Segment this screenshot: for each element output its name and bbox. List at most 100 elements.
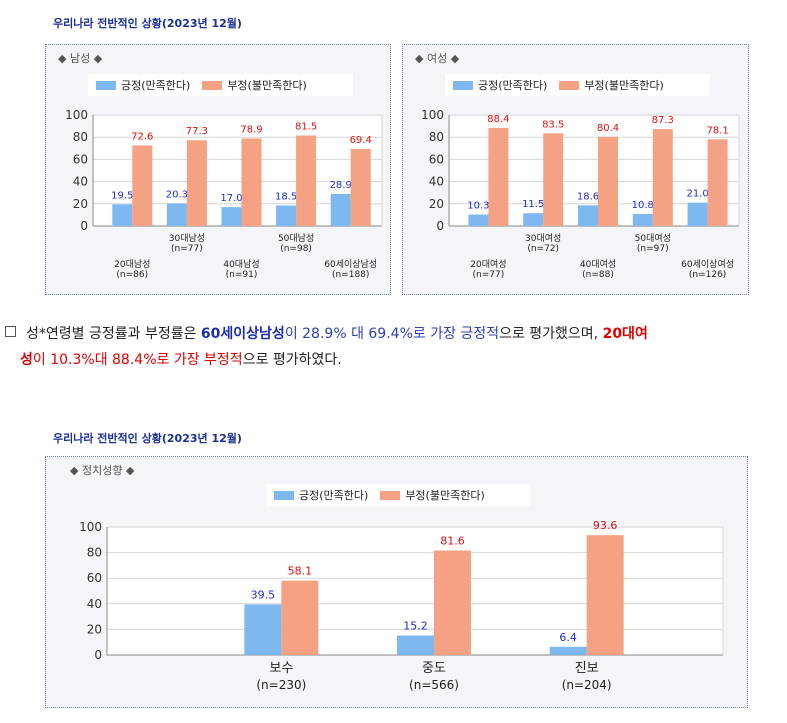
y-tick-label: 80 — [73, 130, 88, 144]
legend-positive-swatch — [274, 490, 294, 500]
x-sample-size-label: (n=126) — [689, 270, 726, 280]
x-sample-size-label: (n=72) — [527, 244, 559, 254]
y-tick-label: 40 — [87, 597, 102, 611]
data-label-negative: 83.5 — [542, 119, 564, 130]
bar-positive — [112, 204, 133, 226]
data-label-positive: 15.2 — [403, 620, 428, 633]
bar-negative — [281, 580, 319, 655]
x-category-label: 중도 — [422, 661, 446, 676]
bar-negative — [241, 138, 262, 226]
data-label-positive: 18.6 — [577, 191, 599, 202]
data-label-positive: 28.9 — [330, 180, 352, 191]
legend-negative-swatch — [202, 80, 223, 90]
data-label-positive: 19.5 — [111, 190, 133, 201]
bar-negative — [350, 148, 371, 226]
x-category-label: 60세이상남성 — [324, 259, 377, 270]
bar-positive — [397, 635, 434, 655]
data-label-positive: 10.8 — [632, 200, 654, 211]
legend-negative: 부정(불만족한다) — [380, 487, 485, 503]
bar-positive — [549, 646, 587, 655]
para-positive-word: 긍정적 — [460, 326, 500, 342]
x-category-label: 50대남성 — [278, 233, 314, 244]
female-chart: 0 20 40 60 80 100 10.3 88.4 20대여성(n=77) 11.5 83.5 3… — [421, 108, 740, 280]
x-sample-size-label: (n=566) — [409, 678, 459, 692]
bar-positive — [468, 214, 489, 226]
legend-positive-swatch — [96, 80, 116, 90]
y-tick-label: 60 — [73, 152, 88, 166]
legend-positive-label: 긍정(만족한다) — [478, 79, 548, 92]
y-tick-label: 20 — [87, 622, 102, 636]
political-chart-panel: ◆ 정치성향 ◆ 긍정(만족한다) 부정(불만족한다) 0 20 40 60 80 100… — [45, 456, 748, 708]
data-label-negative: 69.4 — [350, 135, 372, 146]
political-legend: 긍정(만족한다) 부정(불만족한다) — [266, 484, 530, 506]
legend-positive: 긍정(만족한다) — [453, 77, 547, 93]
x-category-label: 20대남성 — [114, 259, 150, 270]
bar-negative — [132, 145, 153, 226]
legend-positive-swatch — [453, 80, 473, 90]
male-chart-panel: ◆ 남성 ◆ 긍정(만족한다) 부정(불만족한다) 0 20 40 60 80 100 19… — [45, 44, 391, 295]
x-sample-size-label: (n=77) — [473, 270, 505, 280]
x-category-label: 60세이상여성 — [681, 258, 734, 270]
data-label-negative: 77.3 — [186, 126, 208, 137]
legend-negative: 부정(불만족한다) — [202, 77, 307, 93]
data-label-positive: 10.3 — [467, 201, 489, 212]
x-category-label: 30대남성 — [169, 233, 205, 244]
data-label-negative: 80.4 — [597, 123, 619, 134]
para-tail: 으로 평가하였다. — [242, 352, 342, 368]
x-category-label: 40대남성 — [223, 259, 259, 270]
x-sample-size-label: (n=88) — [582, 270, 614, 280]
y-tick-label: 40 — [73, 175, 88, 189]
para-highlight-20s-female-a: 20대여 — [602, 326, 648, 342]
data-label-positive: 17.0 — [220, 193, 242, 204]
summary-paragraph: 성*연령별 긍정률과 부정률은 60세이상남성이 28.9% 대 69.4%로 … — [5, 321, 765, 373]
data-label-negative: 58.1 — [288, 565, 313, 578]
data-label-negative: 81.6 — [440, 535, 465, 548]
x-category-label: 진보 — [575, 661, 599, 676]
bar-negative — [296, 135, 317, 226]
data-label-negative: 78.1 — [706, 125, 728, 136]
female-panel-label: ◆ 여성 ◆ — [415, 52, 460, 65]
legend-positive: 긍정(만족한다) — [96, 77, 190, 93]
y-tick-label: 0 — [80, 219, 88, 233]
y-tick-label: 100 — [79, 520, 102, 534]
section1-title: 우리나라 전반적인 상황(2023년 12월) — [53, 17, 242, 30]
legend-negative-label: 부정(불만족한다) — [227, 79, 307, 92]
x-sample-size-label: (n=188) — [332, 270, 369, 280]
data-label-positive: 39.5 — [251, 588, 275, 601]
bar-negative — [586, 535, 624, 655]
political-panel-label: ◆ 정치성향 ◆ — [70, 464, 135, 477]
female-chart-panel: ◆ 여성 ◆ 긍정(만족한다) 부정(불만족한다) 0 20 40 60 80 100 10… — [402, 44, 749, 295]
bar-positive — [632, 214, 653, 226]
legend-negative-label: 부정(불만족한다) — [405, 489, 485, 502]
bar-positive — [523, 213, 544, 226]
bar-positive — [244, 604, 282, 655]
legend-negative-swatch — [380, 490, 401, 500]
x-sample-size-label: (n=97) — [637, 244, 669, 254]
data-label-positive: 11.5 — [522, 199, 544, 210]
x-sample-size-label: (n=204) — [562, 678, 612, 692]
para-highlight-60plus-male: 60세이상남성 — [200, 326, 285, 342]
bar-positive — [276, 205, 297, 226]
x-category-label: 50대여성 — [635, 232, 671, 244]
data-label-negative: 78.9 — [240, 124, 262, 135]
para-highlight-20s-female-b: 성 — [20, 352, 33, 368]
para-mid3: 이 10.3%대 88.4%로 가장 — [32, 352, 205, 368]
bullet-square-icon — [5, 326, 16, 337]
bar-negative — [488, 127, 509, 226]
data-label-negative: 87.3 — [652, 115, 674, 126]
legend-negative: 부정(불만족한다) — [559, 77, 664, 93]
data-label-negative: 72.6 — [131, 131, 153, 142]
x-sample-size-label: (n=230) — [256, 678, 306, 692]
bar-negative — [543, 133, 564, 226]
legend-negative-label: 부정(불만족한다) — [584, 79, 664, 92]
para-lead: 성*연령별 긍정률과 부정률은 — [26, 326, 201, 342]
y-tick-label: 20 — [429, 197, 444, 211]
bar-positive — [221, 207, 242, 226]
y-tick-label: 60 — [429, 152, 444, 166]
y-tick-label: 60 — [87, 571, 102, 585]
y-tick-label: 80 — [429, 130, 444, 144]
legend-positive: 긍정(만족한다) — [274, 487, 368, 503]
bar-negative — [598, 136, 618, 226]
legend-negative-swatch — [559, 80, 580, 90]
para-negative-word: 부정적 — [204, 352, 243, 368]
